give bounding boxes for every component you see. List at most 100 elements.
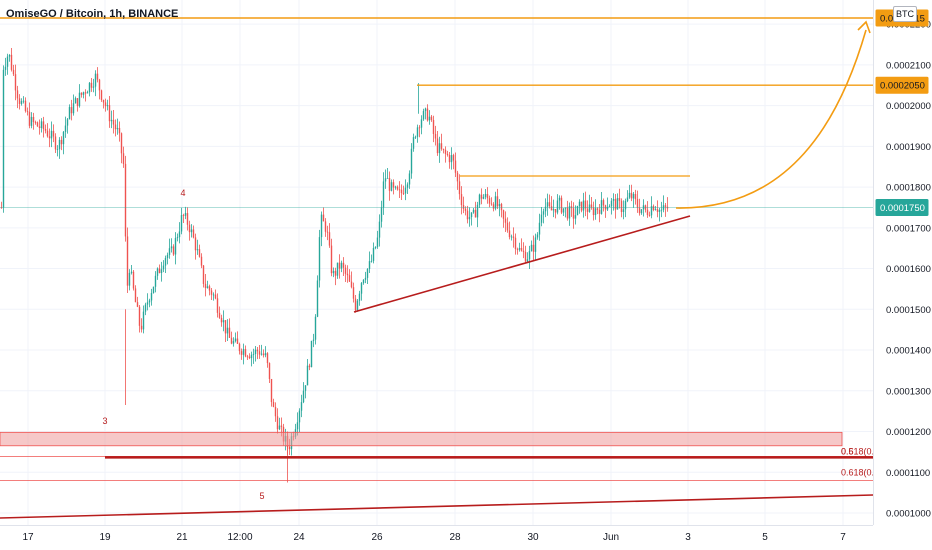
candle-body — [316, 280, 319, 317]
drawings-layer: 0.50.618(0.0001139)0.618(0.0001080)345 — [0, 17, 912, 519]
candle-body — [356, 300, 359, 311]
candle-body — [590, 204, 593, 208]
candle-body — [82, 92, 85, 95]
candle-body — [196, 249, 199, 251]
candle-body — [272, 402, 275, 407]
candle-body — [476, 204, 479, 218]
candle-body — [468, 217, 471, 220]
candle-body — [654, 209, 657, 210]
candle-body — [554, 209, 557, 213]
candle-body — [482, 196, 485, 199]
candle-body — [186, 213, 189, 225]
candle-body — [340, 262, 343, 269]
y-tick-label: 0.0001300 — [886, 386, 931, 397]
candle-body — [266, 353, 269, 364]
candle-body — [494, 196, 497, 209]
candle-body — [306, 365, 309, 386]
candle-body — [324, 221, 327, 232]
candle-body — [168, 248, 171, 255]
candle-body — [212, 294, 215, 296]
candle-body — [298, 410, 301, 423]
candle-body — [450, 155, 453, 163]
candle-body — [64, 125, 67, 132]
candle-body — [632, 193, 635, 199]
x-tick-label: 21 — [176, 532, 188, 543]
candle-body — [314, 316, 317, 340]
candle-body — [256, 349, 259, 352]
y-tick-label: 0.0001100 — [886, 468, 930, 479]
candle-body — [402, 193, 405, 194]
candle-body — [652, 206, 655, 210]
candle-body — [236, 338, 239, 344]
time-axis: 17 19 21 12:00 24 26 28 30 Jun 3 5 7 — [0, 525, 873, 543]
wave-label: 4 — [180, 188, 185, 198]
candle-body — [188, 224, 191, 233]
candle-body — [472, 209, 475, 213]
candle-body — [470, 212, 473, 218]
candle-body — [170, 246, 173, 249]
candle-body — [466, 210, 469, 220]
candle-body — [422, 110, 425, 120]
candle-body — [268, 363, 271, 379]
candle-body — [580, 201, 583, 211]
candle-body — [204, 283, 207, 289]
candle-body — [534, 237, 537, 252]
candle-body — [288, 447, 291, 450]
x-tick-label: 19 — [99, 532, 111, 543]
candle-body — [410, 148, 413, 174]
x-tick-label: 17 — [22, 532, 34, 543]
candle-body — [446, 153, 449, 156]
candle-body — [276, 416, 279, 430]
candle-body — [4, 66, 7, 70]
candle-body — [516, 249, 519, 250]
candle-body — [392, 182, 395, 188]
y-tick-label: 0.0001700 — [886, 223, 931, 234]
candle-body — [60, 139, 63, 145]
candle-body — [58, 139, 61, 150]
candle-body — [388, 178, 391, 191]
candle-body — [564, 207, 567, 209]
candle-body — [98, 79, 101, 91]
candle-body — [390, 182, 393, 191]
candle-body — [586, 208, 589, 212]
candle-body — [420, 119, 423, 128]
candle-body — [430, 116, 433, 120]
candle-body — [300, 402, 303, 411]
candle-body — [528, 250, 531, 260]
candle-body — [502, 210, 505, 219]
candle-body — [50, 130, 53, 139]
x-tick-label: 26 — [371, 532, 383, 543]
candle-body — [42, 121, 45, 130]
currency-badge[interactable]: BTC — [893, 6, 917, 22]
candle-body — [62, 131, 65, 145]
candle-body — [484, 193, 487, 197]
candle-body — [650, 206, 653, 216]
candle-body — [524, 251, 527, 262]
candle-body — [280, 425, 283, 427]
candle-body — [498, 204, 501, 207]
candle-body — [210, 290, 213, 295]
candle-body — [336, 262, 339, 276]
candle-body — [536, 234, 539, 238]
candle-body — [506, 222, 509, 231]
candle-body — [326, 231, 329, 233]
candle-body — [380, 207, 383, 222]
candle-body — [368, 261, 371, 269]
candle-body — [322, 214, 325, 222]
candle-body — [558, 197, 561, 201]
candle-body — [584, 200, 587, 209]
candle-body — [416, 127, 419, 137]
candle-body — [248, 356, 251, 359]
candle-body — [572, 208, 575, 219]
candle-body — [124, 163, 127, 237]
candle-body — [592, 207, 595, 216]
candle-body — [84, 92, 87, 94]
candle-body — [74, 98, 77, 104]
candle-body — [208, 286, 211, 291]
candle-body — [514, 237, 517, 250]
candle-body — [620, 200, 623, 213]
candle-body — [550, 206, 553, 211]
triangle-support-line — [353, 215, 691, 313]
candle-body — [26, 111, 29, 112]
